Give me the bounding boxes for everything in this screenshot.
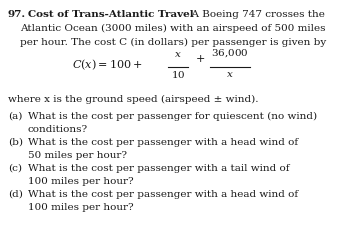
Text: conditions?: conditions? — [28, 125, 88, 134]
Text: 100 miles per hour?: 100 miles per hour? — [28, 177, 134, 186]
Text: What is the cost per passenger for quiescent (no wind): What is the cost per passenger for quies… — [28, 112, 317, 121]
Text: $+$: $+$ — [195, 53, 205, 64]
Text: (b): (b) — [8, 138, 23, 147]
Text: 50 miles per hour?: 50 miles per hour? — [28, 151, 127, 160]
Text: What is the cost per passenger with a head wind of: What is the cost per passenger with a he… — [28, 138, 298, 147]
Text: per hour. The cost C (in dollars) per passenger is given by: per hour. The cost C (in dollars) per pa… — [20, 38, 326, 47]
Text: What is the cost per passenger with a tail wind of: What is the cost per passenger with a ta… — [28, 164, 289, 173]
Text: (d): (d) — [8, 190, 23, 199]
Text: $C(x) = 100 +$: $C(x) = 100 +$ — [72, 58, 143, 73]
Text: What is the cost per passenger with a head wind of: What is the cost per passenger with a he… — [28, 190, 298, 199]
Text: (c): (c) — [8, 164, 22, 173]
Text: (a): (a) — [8, 112, 22, 121]
Text: $36{,}000$: $36{,}000$ — [211, 47, 249, 59]
Text: Cost of Trans-Atlantic Travel: Cost of Trans-Atlantic Travel — [28, 10, 194, 19]
Text: A Boeing 747 crosses the: A Boeing 747 crosses the — [185, 10, 325, 19]
Text: Atlantic Ocean (3000 miles) with an airspeed of 500 miles: Atlantic Ocean (3000 miles) with an airs… — [20, 24, 326, 33]
Text: $10$: $10$ — [171, 69, 185, 80]
Text: 97.: 97. — [8, 10, 26, 19]
Text: 100 miles per hour?: 100 miles per hour? — [28, 203, 134, 212]
Text: where x is the ground speed (airspeed ± wind).: where x is the ground speed (airspeed ± … — [8, 95, 258, 104]
Text: $x$: $x$ — [226, 69, 234, 79]
Text: $x$: $x$ — [174, 49, 182, 59]
